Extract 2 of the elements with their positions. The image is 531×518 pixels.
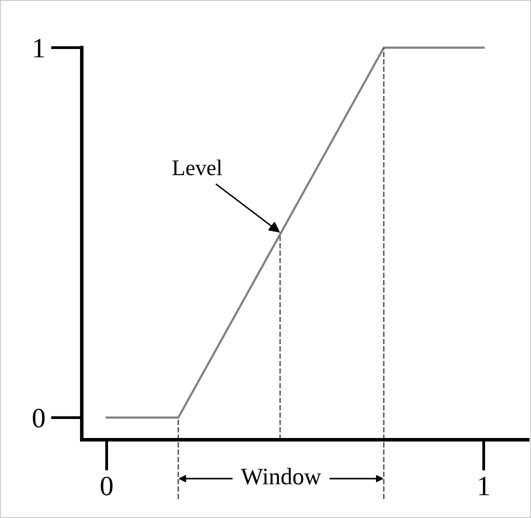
text: Window [240, 468, 322, 485]
annotation: Level [172, 160, 222, 176]
